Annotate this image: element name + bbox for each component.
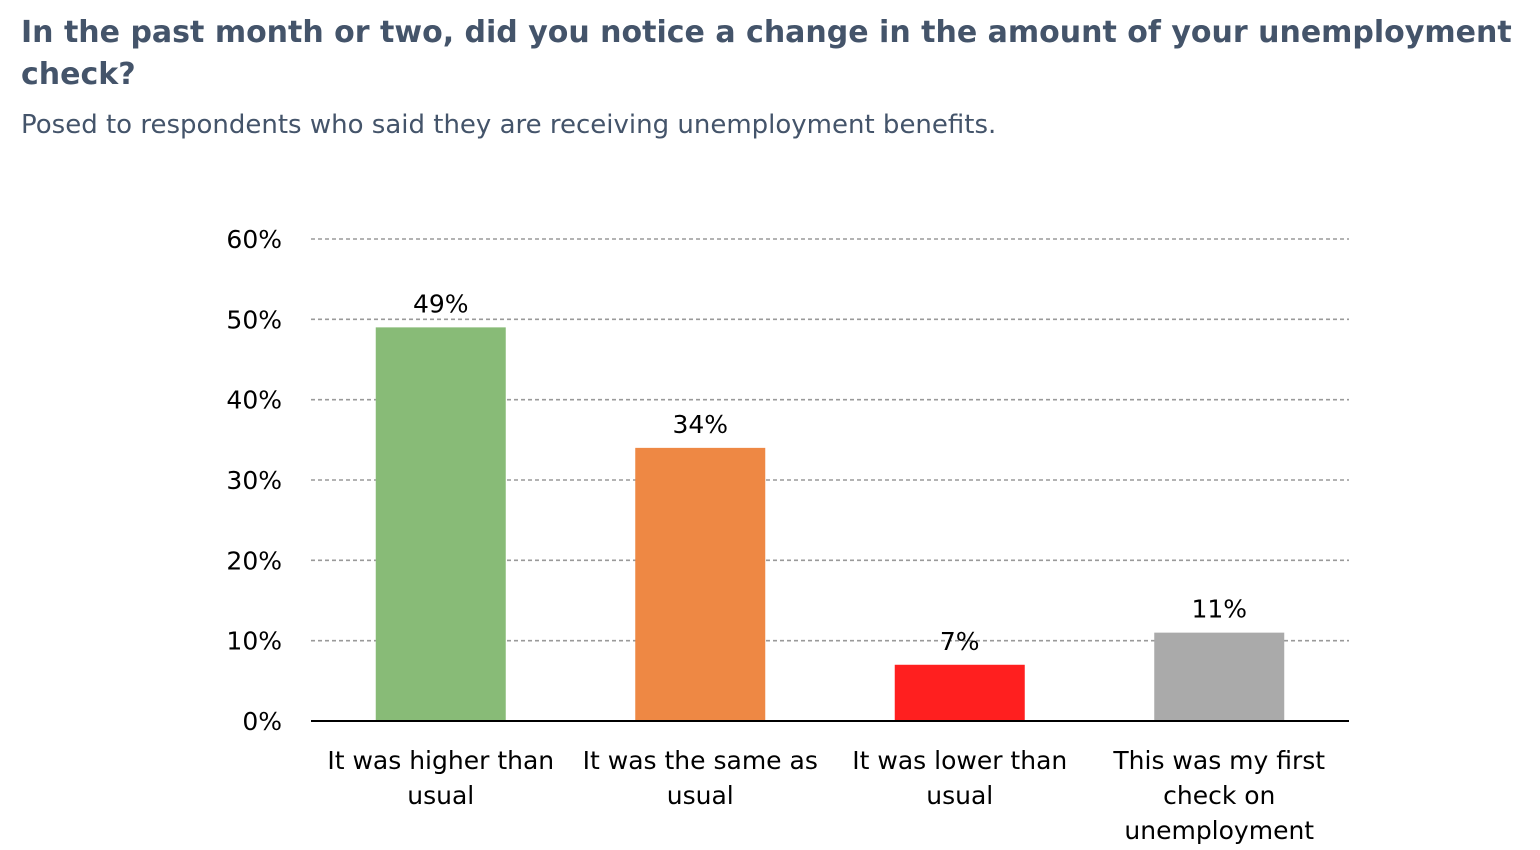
category-label-line: It was higher than xyxy=(327,746,554,775)
category-label: It was the same as usual xyxy=(583,746,818,810)
category-label-line: check on xyxy=(1163,781,1275,810)
category-label-line: It was lower than xyxy=(852,746,1067,775)
category-label-line: This was my first xyxy=(1112,746,1325,775)
category-label-line: usual xyxy=(667,781,734,810)
data-label: 11% xyxy=(1191,595,1247,624)
bar xyxy=(375,327,506,721)
bar xyxy=(894,664,1025,721)
bar xyxy=(1154,632,1285,721)
y-tick-label: 30% xyxy=(226,466,282,495)
y-tick-label: 50% xyxy=(226,305,282,334)
data-label: 34% xyxy=(672,410,728,439)
data-label: 7% xyxy=(940,627,980,656)
y-tick-label: 60% xyxy=(226,225,282,254)
chart-subtitle: Posed to respondents who said they are r… xyxy=(21,110,997,140)
y-tick-label: 20% xyxy=(226,546,282,575)
y-tick-label: 10% xyxy=(226,627,282,656)
category-label: This was my first check on unemployment xyxy=(1112,746,1325,845)
category-label-line: It was the same as xyxy=(583,746,818,775)
y-tick-label: 0% xyxy=(242,707,282,736)
category-label: It was higher than usual xyxy=(327,746,554,810)
category-label-line: usual xyxy=(926,781,993,810)
category-label: It was lower than usual xyxy=(852,746,1067,810)
data-label: 49% xyxy=(413,289,469,318)
value-labels: 49% 34% 7% 11% xyxy=(413,289,1247,655)
gridlines xyxy=(311,238,1349,642)
y-tick-label: 40% xyxy=(226,386,282,415)
category-label-line: usual xyxy=(407,781,474,810)
bar xyxy=(635,447,766,721)
y-axis: 0% 10% 20% 30% 40% 50% 60% xyxy=(226,225,282,736)
category-label-line: unemployment xyxy=(1124,816,1314,845)
bars xyxy=(375,327,1285,721)
chart-title: In the past month or two, did you notice… xyxy=(21,15,1512,92)
